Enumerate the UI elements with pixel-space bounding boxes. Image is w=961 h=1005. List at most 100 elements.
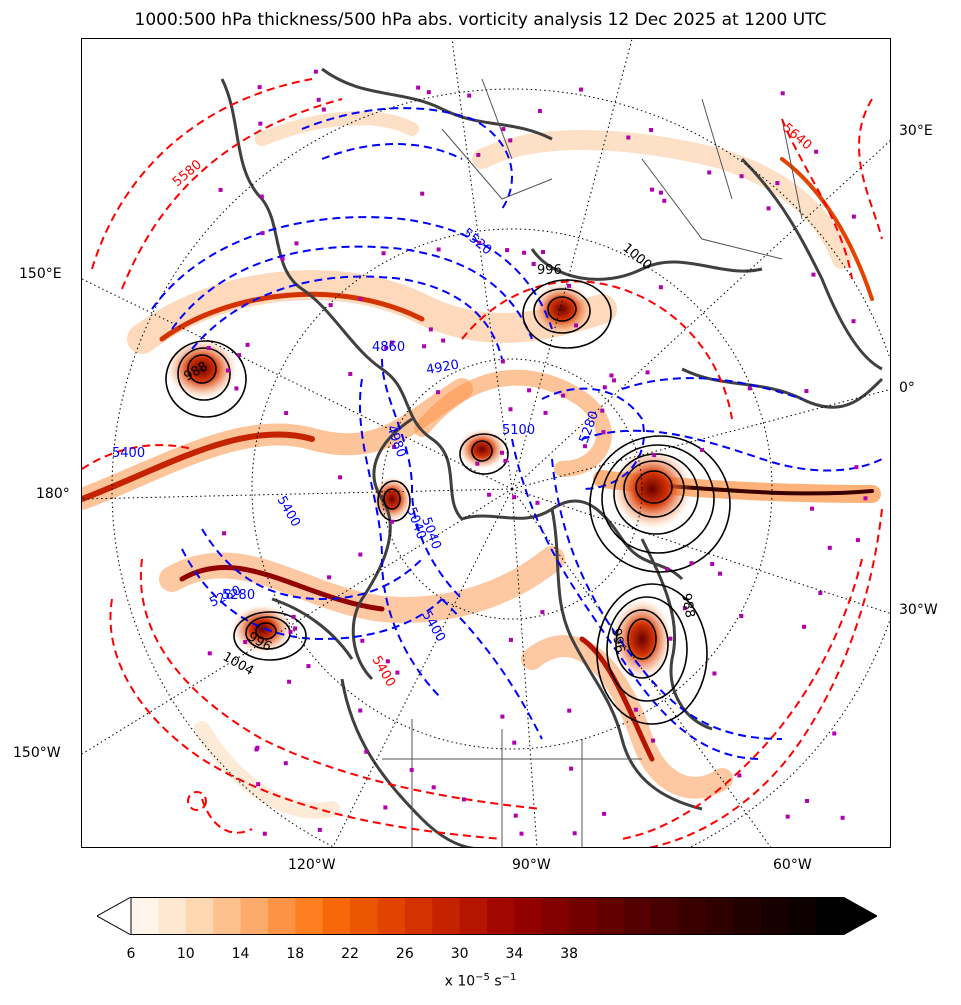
station-marker [392, 445, 397, 450]
station-marker [291, 614, 296, 619]
station-marker [519, 831, 524, 836]
station-marker [583, 444, 588, 449]
station-marker [739, 613, 744, 618]
station-marker [487, 492, 492, 497]
station-marker [225, 368, 230, 373]
svg-text:996: 996 [537, 263, 562, 278]
station-marker [633, 707, 638, 712]
colorbar-cell [733, 897, 762, 935]
map-panel: 5580 5640 5400 5280 5400 5040 5400 4860 … [81, 38, 891, 848]
station-marker [609, 373, 614, 378]
station-marker [505, 248, 510, 253]
station-marker [338, 475, 343, 480]
station-marker [358, 708, 363, 713]
station-marker [662, 198, 667, 203]
station-marker [416, 85, 421, 90]
station-marker [650, 187, 655, 192]
station-marker [651, 738, 656, 743]
colorbar-tick-label: 38 [560, 946, 579, 962]
station-marker [283, 761, 288, 766]
colorbar-tick-label: 18 [286, 946, 305, 962]
station-marker [543, 410, 548, 415]
station-marker [436, 247, 441, 252]
station-marker [537, 109, 542, 114]
lon-label-150e: 150°E [19, 266, 62, 282]
colorbar-cell [267, 897, 296, 935]
station-marker [567, 283, 572, 288]
colorbar-cell [760, 897, 789, 935]
map-title: 1000:500 hPa thickness/500 hPa abs. vort… [134, 10, 827, 30]
colorbar-under-arrow [97, 897, 132, 935]
station-marker [601, 430, 606, 435]
station-marker [381, 251, 386, 256]
colorbar-cell [596, 897, 625, 935]
station-marker [358, 552, 363, 557]
station-marker [707, 170, 712, 175]
vorticity-shading [82, 111, 881, 819]
station-marker [855, 538, 860, 543]
station-marker [431, 785, 436, 790]
station-marker [802, 624, 807, 629]
station-marker [739, 174, 744, 179]
lon-label-0: 0° [899, 380, 915, 396]
colorbar-cell [487, 897, 515, 935]
station-marker [284, 411, 289, 416]
station-marker [327, 575, 332, 580]
station-marker [851, 319, 856, 324]
station-marker [364, 749, 369, 754]
station-marker [747, 386, 752, 391]
colorbar-cell [322, 897, 351, 935]
coastlines [220, 67, 884, 847]
station-marker [321, 107, 326, 112]
station-marker [561, 393, 566, 398]
colorbar-over-arrow [842, 897, 877, 935]
station-marker [840, 815, 845, 820]
station-marker [409, 767, 414, 772]
station-marker [383, 805, 388, 810]
station-marker [358, 296, 363, 301]
colorbar-cell [377, 897, 406, 935]
svg-text:5400: 5400 [112, 446, 145, 461]
colorbar-cell [158, 897, 187, 935]
station-marker [535, 500, 540, 505]
station-marker [785, 814, 790, 819]
station-marker [718, 571, 723, 576]
colorbar-cell [295, 897, 324, 935]
station-marker [256, 782, 261, 787]
station-marker [513, 813, 518, 818]
station-marker [475, 461, 480, 466]
station-marker [306, 664, 311, 669]
station-marker [851, 214, 856, 219]
station-marker [218, 187, 223, 192]
station-marker [531, 261, 536, 266]
station-marker [500, 450, 505, 455]
station-marker [280, 256, 285, 261]
station-marker [700, 447, 705, 452]
colorbar-tick-label: 10 [176, 946, 195, 962]
station-marker [360, 638, 365, 643]
map-canvas: 5580 5640 5400 5280 5400 5040 5400 4860 … [82, 39, 890, 847]
colorbar-cell [815, 897, 844, 935]
station-marker [541, 250, 546, 255]
station-marker [258, 121, 263, 126]
svg-text:5100: 5100 [502, 423, 535, 438]
station-marker [712, 671, 717, 676]
station-marker [500, 714, 505, 719]
station-marker [645, 370, 650, 375]
svg-text:988: 988 [678, 592, 697, 619]
svg-text:5400: 5400 [369, 654, 399, 690]
lon-label-30w: 30°W [899, 602, 938, 618]
station-marker [573, 323, 578, 328]
station-marker [428, 327, 433, 332]
station-marker [385, 659, 390, 664]
station-marker [293, 626, 298, 631]
station-marker [682, 606, 687, 611]
station-marker [569, 766, 574, 771]
station-marker [863, 496, 868, 501]
colorbar-cell [706, 897, 734, 935]
station-marker [245, 342, 250, 347]
station-marker [810, 506, 815, 511]
station-marker [649, 127, 654, 132]
station-marker [522, 250, 527, 255]
station-marker [827, 545, 832, 550]
